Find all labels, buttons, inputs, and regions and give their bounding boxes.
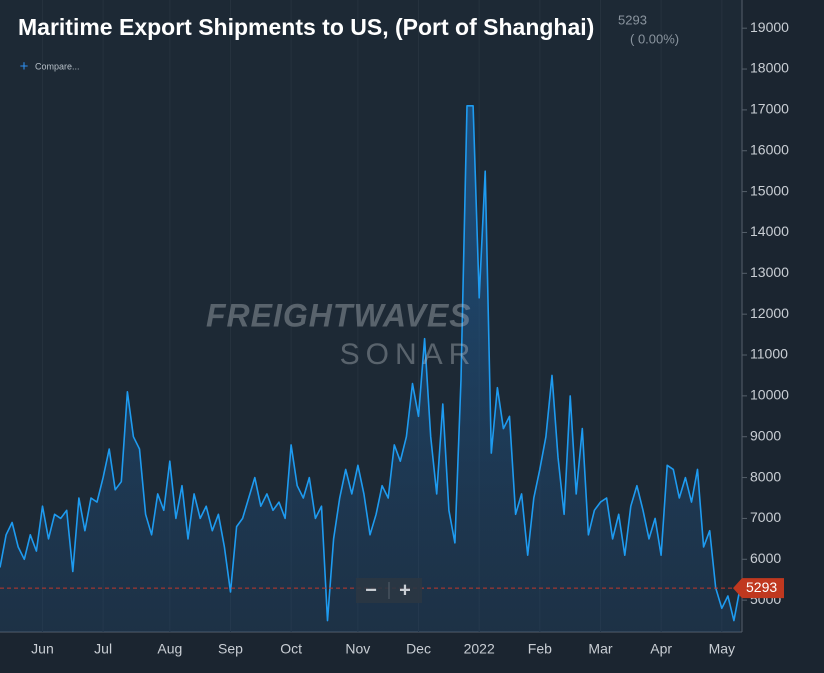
y-tick-label: 13000	[750, 264, 789, 280]
x-tick-label: Jul	[94, 641, 112, 657]
y-tick-label: 11000	[750, 346, 788, 362]
watermark: FREIGHTWAVES SONAR	[206, 297, 477, 371]
zoom-in[interactable]: +	[399, 579, 411, 601]
header-change: ( 0.00%)	[630, 31, 679, 46]
y-tick-label: 8000	[750, 468, 781, 484]
last-value-badge	[733, 578, 784, 599]
watermark-brand: FREIGHTWAVES	[206, 297, 472, 333]
x-tick-label: Feb	[528, 641, 552, 657]
x-tick-label: Oct	[280, 641, 302, 657]
x-tick-label: Mar	[588, 641, 612, 657]
y-tick-label: 7000	[750, 509, 781, 525]
x-tick-label: Jun	[31, 641, 54, 657]
last-value-label: 5293	[746, 579, 777, 595]
y-tick-label: 17000	[750, 101, 789, 117]
y-tick-label: 18000	[750, 60, 789, 76]
y-tick-label: 19000	[750, 19, 789, 35]
x-tick-label: Dec	[406, 641, 431, 657]
y-tick-label: 12000	[750, 305, 789, 321]
axis-background	[742, 0, 824, 673]
zoom-out[interactable]: −	[365, 579, 377, 601]
zoom-controls: − +	[356, 578, 422, 603]
y-tick-label: 14000	[750, 223, 789, 239]
x-tick-label: Aug	[157, 641, 182, 657]
x-axis-background	[0, 632, 742, 673]
compare-button[interactable]: + Compare...	[20, 58, 80, 75]
area	[0, 105, 740, 633]
x-tick-label: Apr	[650, 641, 672, 657]
x-tick-label: 2022	[464, 641, 495, 657]
y-tick-label: 9000	[750, 427, 781, 443]
compare-label[interactable]: Compare...	[35, 61, 80, 71]
y-tick-label: 10000	[750, 387, 789, 403]
x-tick-label: Sep	[218, 641, 243, 657]
chart-title: Maritime Export Shipments to US, (Port o…	[18, 14, 594, 40]
x-tick-label: May	[709, 641, 735, 657]
header-value: 5293	[618, 12, 647, 27]
y-tick-label: 15000	[750, 182, 789, 198]
y-tick-label: 16000	[750, 141, 789, 157]
watermark-product: SONAR	[340, 338, 477, 371]
y-tick-label: 6000	[750, 550, 781, 566]
x-tick-label: Nov	[345, 641, 370, 657]
line	[0, 105, 741, 622]
compare-icon: +	[20, 58, 29, 75]
